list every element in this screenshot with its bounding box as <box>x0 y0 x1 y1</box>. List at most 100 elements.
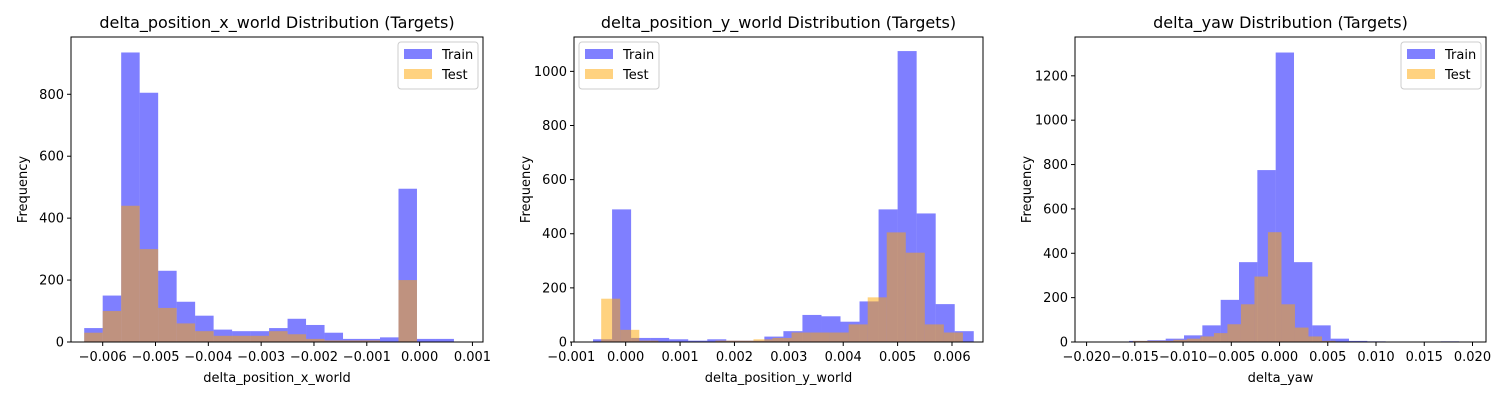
y-tick-label: 800 <box>39 88 64 103</box>
histogram-bar-test-6 <box>195 331 214 342</box>
histogram-bar-train-2 <box>631 337 651 342</box>
histogram-bar-test-3 <box>139 249 159 342</box>
histogram-bar-train-16 <box>380 337 399 342</box>
histogram-bar-train-19 <box>435 338 454 342</box>
histogram-bar-test-12 <box>306 338 325 342</box>
legend: Train Test <box>1400 41 1482 90</box>
histogram-bar-test-6 <box>715 340 735 342</box>
legend: Train Test <box>578 41 660 90</box>
x-tick-label: −0.005 <box>131 350 179 365</box>
histogram-bar-test-5 <box>1186 338 1201 342</box>
histogram-bar-test-10 <box>1254 276 1268 342</box>
y-tick-label: 200 <box>39 274 64 289</box>
histogram-bar-test-13 <box>1294 327 1309 342</box>
x-tick-label: −0.010 <box>1159 350 1207 365</box>
histogram-bar-test-0 <box>601 298 621 342</box>
chart-title: delta_position_y_world Distribution (Tar… <box>601 13 956 33</box>
y-tick-label: 0 <box>56 336 64 351</box>
histogram-bar-test-8 <box>1227 324 1241 342</box>
x-tick-label: −0.015 <box>1111 350 1159 365</box>
histogram-bar-test-0 <box>84 332 103 342</box>
legend-label-test: Test <box>1444 68 1471 83</box>
histogram-bar-test-4 <box>158 307 177 342</box>
histogram-bar-test-13 <box>848 324 868 342</box>
histogram-bar-test-15 <box>886 232 906 342</box>
x-tick-label: 0.005 <box>879 350 916 365</box>
histogram-bar-test-5 <box>176 323 196 342</box>
histogram-bar-test-18 <box>943 332 963 342</box>
x-tick-label: −0.001 <box>343 350 391 365</box>
x-tick-label: 0.000 <box>1261 350 1298 365</box>
histogram-bar-test-17 <box>924 324 944 342</box>
series-train <box>1110 52 1478 342</box>
legend-swatch-train <box>1407 49 1435 59</box>
histogram-bar-test-14 <box>1308 336 1322 342</box>
x-axis-label: delta_position_x_world <box>203 371 350 386</box>
y-tick-label: 0 <box>1060 336 1068 351</box>
y-axis-label: Frequency <box>16 156 31 223</box>
x-axis-label: delta_position_y_world <box>705 371 852 386</box>
histogram-bar-test-2 <box>639 340 659 342</box>
chart-panel-2: −0.001 0.000 0.001 0.002 0.003 0.004 0.005 0.00… <box>519 13 984 386</box>
histogram-bar-test-4 <box>1173 339 1187 342</box>
x-tick-label: −0.003 <box>237 350 285 365</box>
x-tick-label: 0.005 <box>1309 350 1346 365</box>
histogram-bar-train-3 <box>650 337 670 342</box>
y-tick-label: 1200 <box>1035 69 1068 84</box>
x-tick-label: 0.003 <box>770 350 807 365</box>
x-tick-label: −0.004 <box>184 350 232 365</box>
y-axis-label: Frequency <box>1020 156 1035 223</box>
histogram-bar-test-7 <box>213 335 233 342</box>
histogram-bar-test-8 <box>753 339 773 342</box>
histogram-bar-test-9 <box>250 335 270 342</box>
chart-panel-3: −0.020 −0.015 −0.010 −0.005 0.000 0.005 0.010 0… <box>1020 13 1491 386</box>
y-tick-label: 400 <box>542 227 567 242</box>
histogram-bar-train-14 <box>1349 340 1368 342</box>
x-tick-label: 0.006 <box>933 350 970 365</box>
axes-frame <box>1074 36 1487 343</box>
histogram-bar-test-3 <box>1159 340 1174 342</box>
legend-label-train: Train <box>441 48 473 63</box>
y-tick-label: 600 <box>39 150 64 165</box>
legend-swatch-test <box>585 69 613 79</box>
legend-label-test: Test <box>622 68 649 83</box>
histogram-bar-train-12 <box>306 324 325 342</box>
x-tick-label: 0.000 <box>607 350 644 365</box>
histogram-bar-test-10 <box>791 332 811 342</box>
histogram-bar-train-13 <box>324 332 344 342</box>
axes-frame <box>70 36 484 343</box>
histogram-bar-train-4 <box>669 339 689 342</box>
legend-swatch-test <box>1407 69 1435 79</box>
legend-swatch-test <box>404 69 432 79</box>
histogram-bar-train-5 <box>688 340 708 342</box>
histogram-bar-test-2 <box>1146 340 1160 342</box>
histogram-bar-test-7 <box>1213 333 1228 342</box>
histogram-bar-test-12 <box>829 332 849 342</box>
chart-panel-1: −0.006 −0.005 −0.004 −0.003 −0.002 −0.001 0.00… <box>16 13 491 386</box>
histogram-bar-test-10 <box>269 331 288 342</box>
histogram-bar-test-6 <box>1200 336 1214 342</box>
y-tick-label: 1000 <box>1035 114 1068 129</box>
histogram-bar-test-9 <box>1240 304 1255 342</box>
x-axis-label: delta_yaw <box>1248 371 1314 386</box>
x-tick-label: 0.001 <box>661 350 698 365</box>
y-tick-label: 800 <box>542 119 567 134</box>
histogram-bar-test-14 <box>343 340 362 342</box>
histogram-bar-test-15 <box>361 340 380 342</box>
series-test <box>84 205 417 342</box>
legend-label-train: Train <box>622 48 654 63</box>
histogram-bar-test-11 <box>287 334 307 342</box>
x-tick-label: −0.005 <box>1207 350 1255 365</box>
y-tick-label: 200 <box>542 281 567 296</box>
histogram-bar-test-14 <box>867 297 887 342</box>
legend-swatch-train <box>585 49 613 59</box>
y-axis-label: Frequency <box>519 156 534 223</box>
x-tick-label: 0.015 <box>1406 350 1443 365</box>
histogram-bar-train-13 <box>1330 338 1349 342</box>
y-tick-label: 400 <box>1043 247 1068 262</box>
legend-label-test: Test <box>441 68 468 83</box>
chart-title: delta_position_x_world Distribution (Tar… <box>99 13 454 33</box>
chart-title: delta_yaw Distribution (Targets) <box>1153 13 1408 33</box>
histogram-bar-train-18 <box>416 338 436 342</box>
